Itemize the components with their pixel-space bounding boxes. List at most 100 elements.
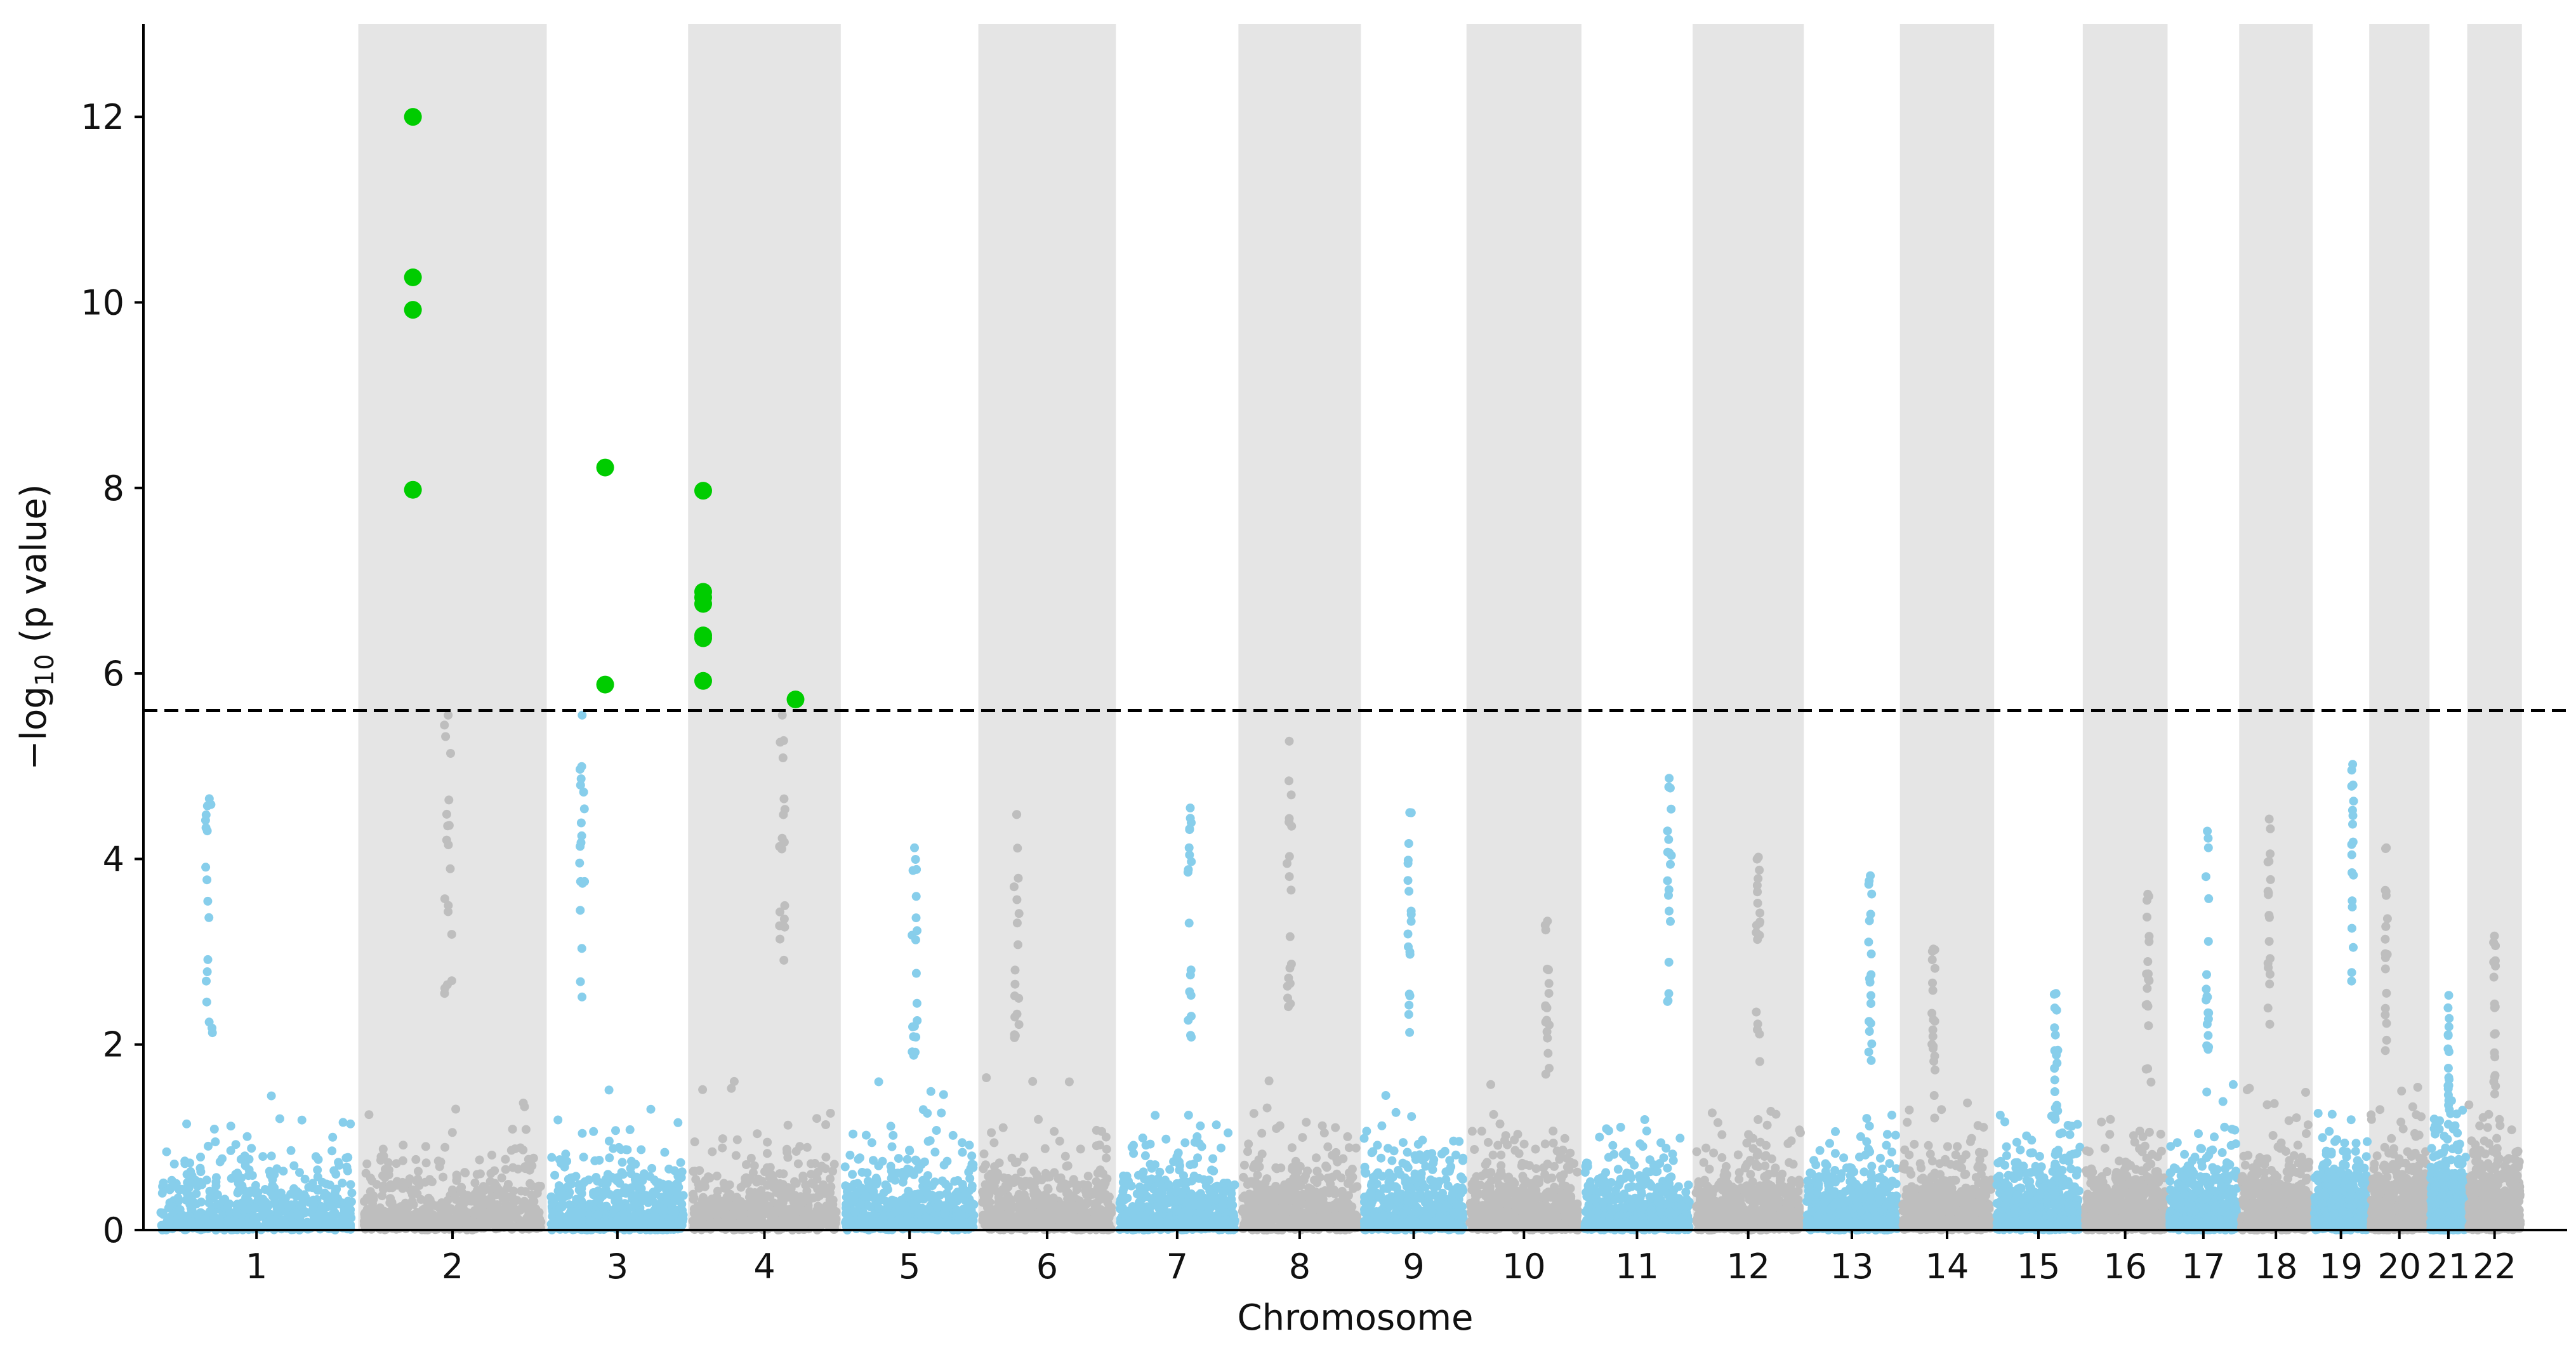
snp-point-chr8 <box>1312 1167 1322 1176</box>
snp-point-chr3 <box>593 1210 603 1219</box>
snp-point-chr4 <box>736 1219 745 1229</box>
snp-point-chr7 <box>1153 1213 1163 1222</box>
snp-point-chr3 <box>579 1224 589 1233</box>
snp-point-chr1 <box>267 1091 276 1101</box>
snp-point-chr6 <box>1057 1180 1066 1189</box>
snp-point-chr5 <box>965 1141 974 1150</box>
snp-point-chr1 <box>279 1167 288 1176</box>
snp-point-chr5 <box>913 1208 923 1218</box>
snp-point-chr5 <box>908 1047 917 1057</box>
snp-point-chr8 <box>1239 1160 1249 1170</box>
snp-point-chr5 <box>861 1130 871 1140</box>
snp-point-chr8 <box>1285 979 1295 988</box>
snp-point-chr1 <box>331 1188 340 1197</box>
snp-point-chr3 <box>589 1188 598 1197</box>
snp-point-chr4 <box>779 736 788 745</box>
snp-point-chr8 <box>1257 1128 1267 1138</box>
snp-point-chr1 <box>157 1208 167 1218</box>
snp-point-chr3 <box>579 788 588 797</box>
snp-point-chr1 <box>204 913 214 922</box>
snp-point-chr6 <box>1018 1207 1027 1216</box>
snp-point-chr6 <box>1010 1158 1020 1168</box>
snp-point-chr8 <box>1331 1148 1341 1157</box>
snp-point-chr2 <box>480 1183 490 1193</box>
snp-point-chr6 <box>1012 895 1022 904</box>
snp-point-chr6-top <box>1012 810 1022 819</box>
snp-point-chr7 <box>1186 1031 1195 1040</box>
snp-point-chr1 <box>204 1198 214 1208</box>
snp-point-chr5 <box>911 892 921 901</box>
snp-point-chr1 <box>327 1146 337 1156</box>
snp-point-chr2 <box>412 1221 421 1230</box>
snp-point-chr7 <box>1196 1121 1205 1130</box>
snp-point-chr3 <box>577 762 586 771</box>
chromosome-band-8 <box>1238 24 1361 1230</box>
snp-point-chr1 <box>343 1166 352 1175</box>
snp-point-chr7 <box>1184 843 1194 852</box>
snp-point-chr7 <box>1165 1220 1174 1229</box>
snp-point-chr4 <box>689 1194 698 1204</box>
snp-point-chr1 <box>237 1181 247 1191</box>
snp-point-chr1 <box>187 1217 197 1227</box>
snp-point-chr1 <box>275 1114 284 1123</box>
snp-point-chr3 <box>650 1175 659 1184</box>
snp-point-chr4 <box>697 1202 706 1212</box>
snp-point-chr7 <box>1185 824 1194 833</box>
snp-point-chr1 <box>286 1146 296 1155</box>
snp-point-chr4 <box>790 1177 799 1186</box>
snp-point-chr7 <box>1184 1016 1193 1025</box>
snp-point-chr8 <box>1344 1168 1354 1177</box>
snp-point-chr3 <box>550 1220 560 1229</box>
snp-point-chr5 <box>901 1193 910 1202</box>
snp-point-chr6 <box>1028 1076 1038 1086</box>
snp-point-chr1 <box>218 1196 227 1206</box>
snp-point-chr4 <box>824 1183 834 1193</box>
snp-point-chr6 <box>1009 882 1019 892</box>
snp-point-chr7 <box>1141 1141 1151 1150</box>
snp-point-chr2 <box>435 1204 444 1214</box>
chromosome-bands <box>358 24 2522 1230</box>
snp-point-chr6 <box>1102 1153 1111 1163</box>
snp-point-chr7 <box>1154 1205 1164 1214</box>
snp-point-chr7 <box>1219 1196 1228 1206</box>
snp-point-chr3 <box>586 1216 595 1226</box>
snp-point-chr4 <box>776 934 784 944</box>
snp-point-chr1 <box>226 1146 235 1155</box>
snp-point-chr8 <box>1249 1163 1258 1172</box>
snp-point-chr8-top <box>1285 736 1294 746</box>
snp-point-chr1 <box>196 1153 205 1161</box>
snp-point-chr2 <box>460 1168 470 1177</box>
snp-point-chr8 <box>1275 1121 1285 1130</box>
snp-point-chr5 <box>869 1177 878 1187</box>
snp-point-chr8 <box>1283 993 1292 1003</box>
snp-point-chr5 <box>915 1217 924 1227</box>
snp-point-chr8 <box>1310 1175 1319 1185</box>
snp-point-chr3 <box>604 1136 614 1146</box>
snp-point-chr5 <box>845 1183 855 1193</box>
snp-point-chr2 <box>368 1199 377 1208</box>
snp-point-chr4 <box>802 1186 812 1196</box>
snp-point-chr6 <box>1010 1012 1020 1022</box>
chromosome-band-2 <box>358 24 547 1230</box>
snp-point-chr7 <box>1149 1184 1158 1194</box>
snp-point-chr8 <box>1285 963 1295 973</box>
snp-point-chr5 <box>903 1164 912 1174</box>
snp-point-chr3 <box>600 1202 610 1211</box>
snp-point-chr5 <box>884 1200 894 1209</box>
snp-point-chr4 <box>698 1085 708 1094</box>
snp-point-chr1 <box>205 1186 215 1196</box>
snp-point-chr8 <box>1333 1157 1342 1167</box>
snp-point-chr4 <box>732 1193 742 1202</box>
snp-point-chr1 <box>203 955 213 964</box>
snp-point-chr7 <box>1186 1160 1195 1170</box>
snp-point-chr3 <box>673 1118 683 1127</box>
snp-point-chr3 <box>659 1206 669 1215</box>
snp-point-chr6 <box>1014 940 1022 950</box>
chromosome-band-14 <box>1899 24 1995 1230</box>
snp-point-chr2 <box>508 1163 518 1172</box>
snp-point-chr2 <box>372 1180 381 1189</box>
snp-point-chr5 <box>911 935 920 944</box>
snp-point-chr8 <box>1323 1219 1332 1228</box>
snp-point-chr2 <box>503 1180 513 1189</box>
snp-point-chr5 <box>941 1208 950 1218</box>
